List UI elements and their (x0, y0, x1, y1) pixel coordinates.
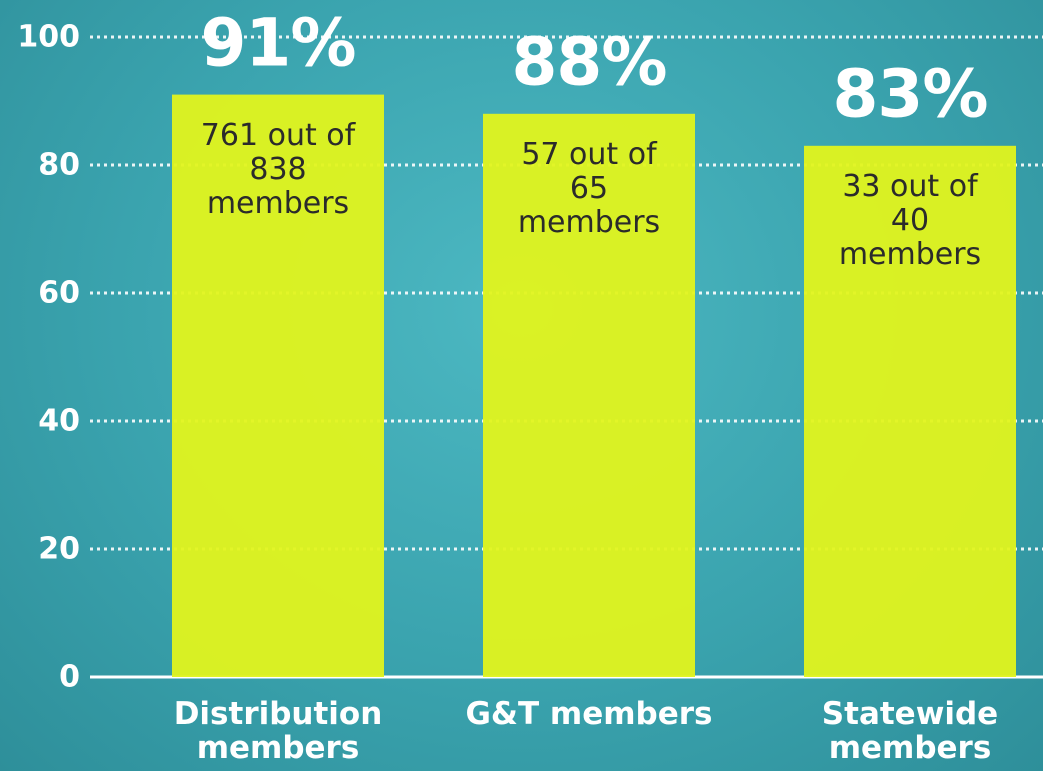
bar-annotation: 57 out of 65 members (517, 136, 661, 240)
y-tick-label: 0 (59, 659, 80, 695)
y-tick-label: 60 (38, 275, 80, 311)
value-label: 83% (832, 55, 989, 133)
bar (804, 145, 1016, 678)
x-tick-label: Distribution members (173, 696, 383, 766)
bar-annotation: 33 out of 40 members (838, 168, 982, 272)
y-tick-label: 20 (38, 531, 80, 567)
x-tick-label: Statewide members (821, 696, 999, 766)
bar (483, 113, 695, 678)
bar-annotation: 761 out of 838 members (200, 117, 356, 221)
y-tick-label: 40 (38, 403, 80, 439)
y-tick-label: 100 (17, 19, 80, 55)
bar (172, 94, 384, 678)
x-tick-label: G&T members (465, 696, 713, 732)
y-tick-label: 80 (38, 147, 80, 183)
value-label: 91% (200, 4, 357, 82)
value-label: 88% (511, 23, 668, 101)
